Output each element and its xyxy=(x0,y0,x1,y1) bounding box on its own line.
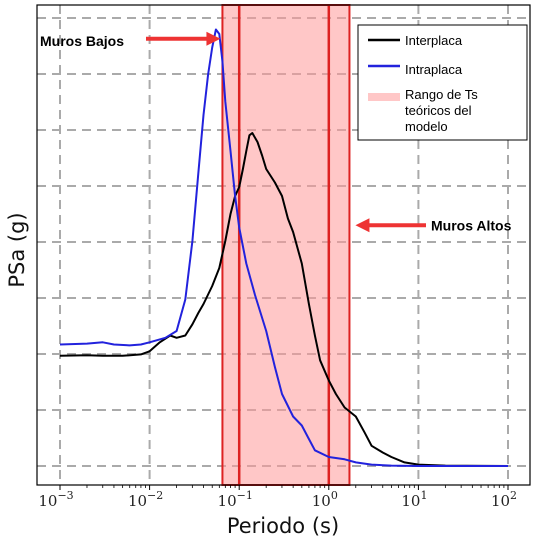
legend-box xyxy=(357,24,528,141)
range-band-rect xyxy=(221,4,351,486)
range-band xyxy=(221,4,351,486)
legend-label-intraplaca: Intraplaca xyxy=(405,62,463,77)
x-tick-label-0: 10−3 xyxy=(38,489,73,510)
series-lines xyxy=(59,28,509,467)
annotation-muros-altos: Muros Altos xyxy=(431,217,512,233)
legend-label-interplaca: Interplaca xyxy=(405,33,463,48)
legend: Interplaca Intraplaca Rango de Tsteóricos … xyxy=(357,24,528,141)
x-tick-label-3: 100 xyxy=(312,489,338,510)
plot-frame xyxy=(36,4,531,486)
legend-swatch-rango xyxy=(368,93,400,101)
arrow-muros-bajos-head xyxy=(206,31,221,46)
x-axis-label: Periodo (s) xyxy=(227,514,339,538)
arrow-muros-altos-head xyxy=(355,218,370,233)
legend-label-rango-line-0: Rango de Ts xyxy=(405,87,478,102)
legend-label-rango-line-1: teóricos del xyxy=(405,103,472,118)
series-line-interplaca xyxy=(59,132,509,467)
annotations: Muros Bajos Muros Altos xyxy=(40,31,512,233)
x-tick-label-5: 102 xyxy=(491,489,517,510)
legend-label-rango-line-2: modelo xyxy=(405,119,448,134)
x-axis-ticks xyxy=(59,485,509,490)
x-tick-label-4: 101 xyxy=(401,489,427,510)
y-axis-label: PSa (g) xyxy=(5,212,29,287)
x-tick-label-2: 10−1 xyxy=(218,489,253,510)
x-tick-label-1: 10−2 xyxy=(128,489,163,510)
series-line-intraplaca xyxy=(59,28,508,467)
annotation-muros-bajos: Muros Bajos xyxy=(40,33,124,49)
x-axis-tick-labels: 10−3 10−2 10−1 100 101 102 xyxy=(38,489,517,510)
